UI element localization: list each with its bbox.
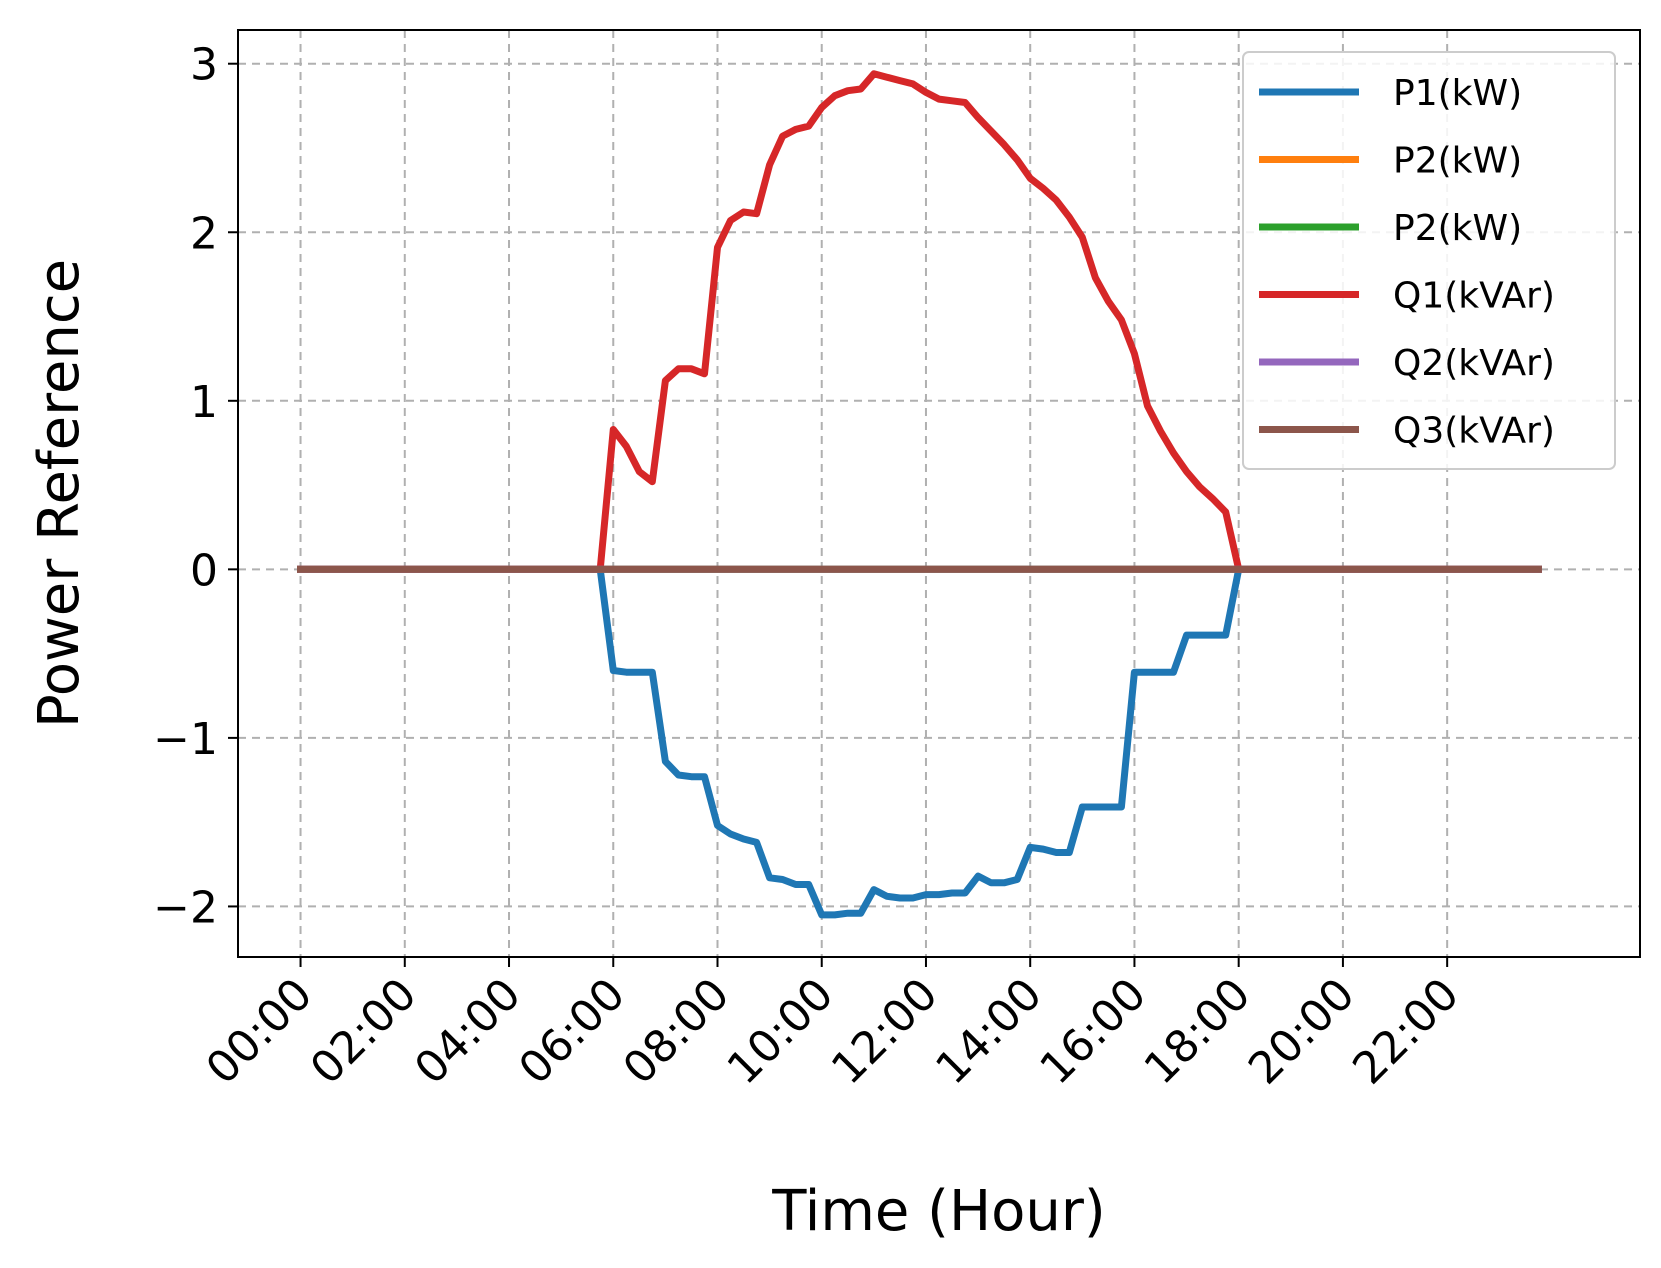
legend-label: P2(kW) <box>1393 208 1522 249</box>
y-tick-label: 3 <box>190 40 218 91</box>
legend-label: P1(kW) <box>1393 73 1522 114</box>
x-tick-label: 06:00 <box>509 969 635 1095</box>
series-line-q1-kvar-3 <box>297 70 1542 573</box>
x-tick-label: 08:00 <box>614 969 740 1095</box>
legend: P1(kW) P2(kW) P2(kW) Q1(kVAr) Q2(kVAr) Q3(kVA… <box>1242 51 1616 470</box>
x-tick-label: 12:00 <box>822 969 948 1095</box>
y-tick-label: 1 <box>190 377 218 428</box>
x-tick-label: 04:00 <box>405 969 531 1095</box>
x-tick-label: 02:00 <box>301 969 427 1095</box>
x-tick-label: 18:00 <box>1135 969 1261 1095</box>
x-tick-label: 20:00 <box>1239 969 1365 1095</box>
legend-frame <box>1242 51 1616 470</box>
x-tick-label: 00:00 <box>197 969 323 1095</box>
x-tick-label: 10:00 <box>718 969 844 1095</box>
x-tick-label: 16:00 <box>1030 969 1156 1095</box>
legend-label: Q1(kVAr) <box>1393 276 1555 317</box>
y-tick-label: −2 <box>153 882 218 933</box>
x-tick-label: 14:00 <box>926 969 1052 1095</box>
y-tick-label: 2 <box>190 208 218 259</box>
legend-label: Q3(kVAr) <box>1393 411 1555 452</box>
y-tick-label: −1 <box>153 714 218 765</box>
series-line-p1-kw-0 <box>297 565 1542 919</box>
legend-label: Q2(kVAr) <box>1393 343 1555 384</box>
plot-series <box>297 70 1542 919</box>
legend-label: P2(kW) <box>1393 141 1522 182</box>
x-tick-label: 22:00 <box>1343 969 1469 1095</box>
y-axis-title: Power Reference <box>27 259 92 728</box>
x-axis-title: Time (Hour) <box>771 1179 1105 1244</box>
plot-frame <box>237 29 1641 958</box>
y-tick-label: 0 <box>190 545 218 596</box>
